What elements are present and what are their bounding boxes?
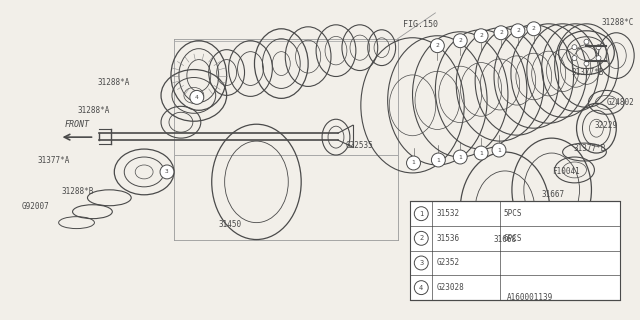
Bar [410,201,620,300]
Text: 31668: 31668 [493,235,516,244]
Text: 6PCS: 6PCS [504,234,522,243]
Circle shape [511,24,525,38]
Text: 1: 1 [412,161,415,165]
Text: 31288*B: 31288*B [61,187,94,196]
Text: F10041: F10041 [552,167,579,176]
Text: 2: 2 [479,33,483,38]
Circle shape [572,56,577,60]
Text: 31377*B: 31377*B [573,144,606,153]
Text: 1: 1 [436,157,440,163]
Circle shape [190,91,204,104]
Circle shape [572,45,577,50]
Circle shape [406,156,420,170]
Circle shape [414,256,428,270]
Circle shape [431,153,445,167]
Text: G22535: G22535 [346,140,374,149]
Text: 1: 1 [458,155,462,159]
Text: 31450: 31450 [219,220,242,229]
Text: 1: 1 [497,148,501,153]
Text: 31377*A: 31377*A [38,156,70,164]
Text: 31532: 31532 [436,209,460,218]
Text: 2: 2 [419,235,424,241]
Text: FIG.150: FIG.150 [403,20,438,29]
Text: 2: 2 [532,26,536,31]
Circle shape [474,29,488,43]
Circle shape [160,165,174,179]
Text: 3: 3 [165,169,169,174]
Text: 31288*A: 31288*A [77,106,110,115]
Circle shape [492,143,506,157]
Text: 3: 3 [419,260,424,266]
Circle shape [596,45,601,50]
Text: 1: 1 [479,150,483,156]
Text: G24802: G24802 [606,98,634,107]
Circle shape [527,22,541,36]
Text: 1: 1 [419,211,424,217]
Text: FRONT: FRONT [65,120,90,129]
Circle shape [414,231,428,245]
Text: 5PCS: 5PCS [504,209,522,218]
Circle shape [584,61,589,66]
Text: 32229: 32229 [595,121,618,130]
Text: G92007: G92007 [22,202,50,211]
Text: G23028: G23028 [436,283,464,292]
Text: 31667: 31667 [541,190,565,199]
Circle shape [453,150,467,164]
Text: 2: 2 [435,43,439,48]
Circle shape [453,34,467,48]
Circle shape [584,39,589,44]
Text: 2: 2 [499,30,503,35]
Circle shape [596,56,601,60]
Circle shape [414,207,428,220]
Circle shape [414,281,428,295]
Text: 31288*C: 31288*C [602,18,634,27]
Text: 31377*B: 31377*B [572,68,604,77]
Circle shape [494,26,508,40]
Text: 31536: 31536 [436,234,460,243]
Text: 4: 4 [419,284,424,291]
Text: G2352: G2352 [436,259,460,268]
Text: 2: 2 [516,28,520,33]
Circle shape [431,39,444,53]
Text: A160001139: A160001139 [507,293,553,302]
Circle shape [474,146,488,160]
Text: 2: 2 [458,38,462,43]
Text: 31288*A: 31288*A [97,78,130,87]
Text: 4: 4 [195,95,198,100]
